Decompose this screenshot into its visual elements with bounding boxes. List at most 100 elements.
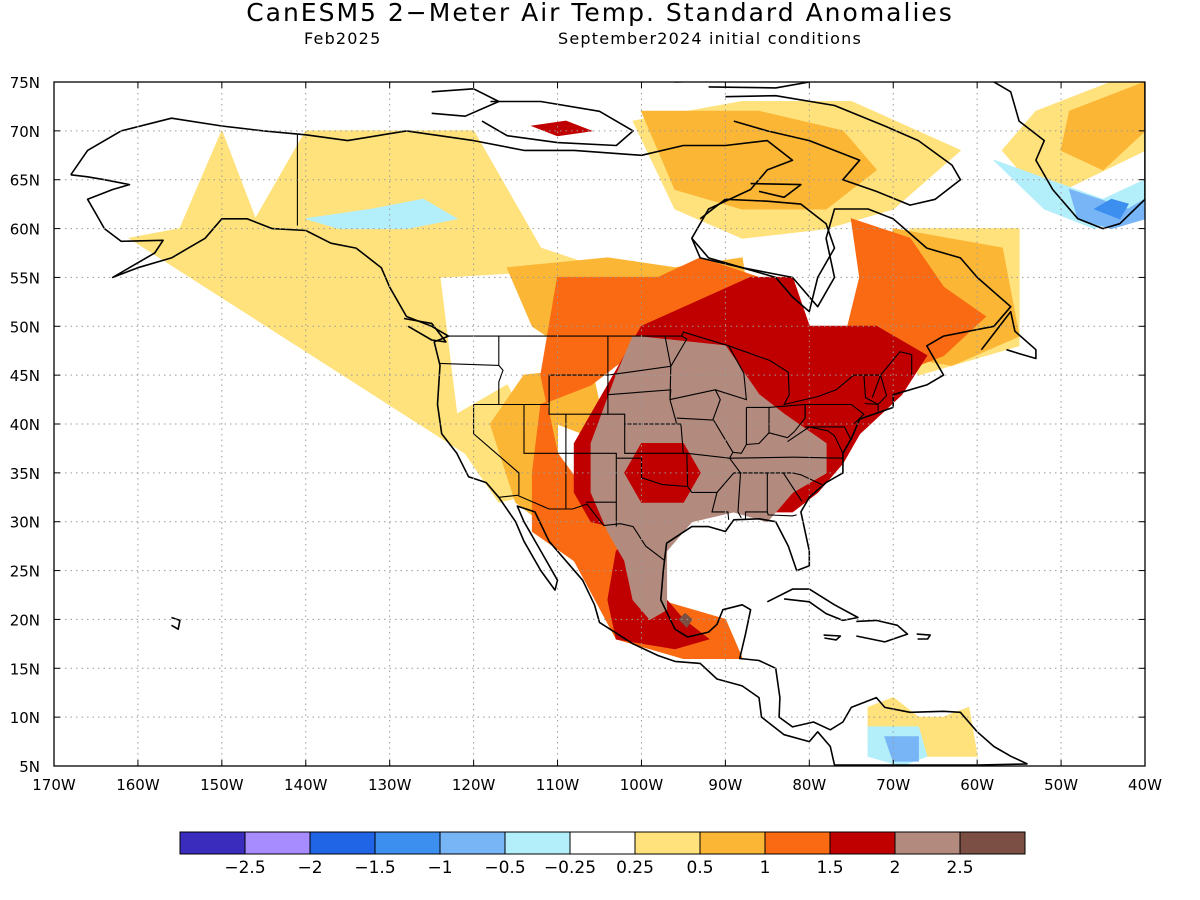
anomaly-region-16	[305, 198, 459, 230]
lon-tick-label: 130W	[368, 776, 412, 794]
coastline-southampton-island	[750, 182, 802, 199]
political-border-20	[729, 456, 844, 459]
coastline-hudson-bay	[691, 198, 836, 313]
political-border-5	[473, 404, 520, 496]
political-border-28	[787, 426, 844, 454]
political-border-1	[445, 331, 913, 406]
lat-tick-label: 5N	[19, 758, 40, 776]
colorbar-label: −0.5	[484, 858, 525, 878]
political-border-8	[548, 375, 608, 415]
colorbar-swatch	[439, 831, 506, 855]
lat-tick-label: 55N	[10, 269, 40, 287]
political-border-19	[768, 403, 806, 439]
lat-tick-label: 40N	[10, 416, 40, 434]
anomaly-region-15	[678, 612, 693, 628]
political-border-11	[607, 389, 684, 455]
political-border-25	[782, 472, 803, 502]
forecast-month: Feb2025	[304, 29, 382, 48]
lat-tick-label: 15N	[10, 660, 40, 678]
state-borders	[296, 134, 913, 562]
colorbar-swatch	[179, 831, 246, 855]
lat-tick-label: 50N	[10, 318, 40, 336]
coastline-cuba	[766, 588, 859, 622]
lat-tick-label: 60N	[10, 221, 40, 239]
colorbar-swatch	[764, 831, 831, 855]
political-border-16	[715, 345, 748, 401]
lon-tick-label: 110W	[536, 776, 580, 794]
coastline-vancouver-island	[403, 317, 447, 343]
colorbar-swatch	[634, 831, 701, 855]
colorbar-label: 2	[890, 858, 901, 878]
lat-tick-label: 45N	[10, 367, 40, 385]
colorbar-label: −1	[427, 858, 452, 878]
political-border-10	[607, 335, 672, 376]
colorbar-label: −2	[297, 858, 322, 878]
colorbar: −2.5 −2 −1.5 −1 −0.5 −0.25 0.25 0.5 1 1.5 2 2.5	[179, 831, 1026, 878]
colorbar-label: 2.5	[946, 858, 973, 878]
coastlines	[70, 82, 1145, 766]
political-border-2	[498, 494, 666, 562]
political-border-21	[729, 457, 742, 519]
political-border-14	[669, 366, 721, 421]
political-border-9	[565, 414, 617, 503]
political-border-33	[670, 335, 688, 367]
coastline-puerto-rico	[916, 633, 932, 640]
lon-tick-label: 40W	[1128, 776, 1162, 794]
lon-tick-label: 160W	[116, 776, 160, 794]
lat-tick-label: 10N	[10, 709, 40, 727]
coastline-ellesmere-south	[675, 82, 811, 89]
coastline-baffin-island	[725, 94, 962, 206]
colorbar-swatch	[829, 831, 896, 855]
colorbar-label: 1	[760, 858, 771, 878]
colorbar-swatch	[309, 831, 376, 855]
lat-tick-label: 25N	[10, 563, 40, 581]
lon-tick-label: 90W	[708, 776, 742, 794]
colorbar-swatch	[374, 831, 441, 855]
colorbar-swatch	[244, 831, 311, 855]
coastline-victoria-island	[481, 100, 634, 147]
anomaly-region-6	[640, 110, 878, 210]
initial-conditions: September2024 initial conditions	[558, 29, 863, 48]
colorbar-label: −0.25	[544, 858, 596, 878]
political-border-30	[864, 402, 879, 412]
colorbar-label: 0.25	[616, 858, 654, 878]
coastline-north-america	[70, 117, 1028, 765]
coastline-greenland	[992, 82, 1145, 230]
lon-tick-label: 100W	[620, 776, 664, 794]
colorbar-swatch	[959, 831, 1026, 855]
colorbar-label: 1.5	[816, 858, 843, 878]
political-border-13	[616, 457, 688, 488]
lon-tick-label: 150W	[200, 776, 244, 794]
political-border-6	[498, 365, 504, 405]
political-border-26	[804, 403, 865, 425]
political-border-24	[766, 511, 797, 517]
colorbar-swatch	[699, 831, 766, 855]
lon-tick-label: 140W	[284, 776, 328, 794]
anomaly-region-14	[624, 443, 701, 503]
political-border-17	[732, 407, 747, 454]
colorbar-swatch	[504, 831, 571, 855]
lon-tick-label: 70W	[876, 776, 910, 794]
political-border-7	[523, 404, 567, 509]
lat-tick-label: 70N	[10, 123, 40, 141]
colorbar-label: −1.5	[354, 858, 395, 878]
coastline-newfoundland	[980, 310, 1037, 360]
coastline-north-america-pacific	[70, 174, 1028, 766]
lat-tick-label: 75N	[10, 74, 40, 92]
lon-tick-label: 80W	[792, 776, 826, 794]
colorbar-swatch	[569, 831, 636, 855]
coastline-hispaniola	[856, 619, 909, 643]
lat-tick-label: 65N	[10, 172, 40, 190]
lon-tick-label: 50W	[1044, 776, 1078, 794]
lon-tick-label: 170W	[32, 776, 76, 794]
colorbar-label: −2.5	[224, 858, 265, 878]
anomaly-region-21	[1093, 198, 1129, 220]
colorbar-label: 0.5	[686, 858, 713, 878]
lon-tick-label: 120W	[452, 776, 496, 794]
political-border-23	[744, 472, 768, 519]
lat-tick-label: 30N	[10, 514, 40, 532]
anomaly-region-12	[530, 120, 594, 137]
lat-tick-label: 35N	[10, 465, 40, 483]
axis-labels: 5N 10N 15N 20N 25N 30N 35N 40N 45N 50N 55N 60N 65N 70…	[10, 74, 1162, 794]
